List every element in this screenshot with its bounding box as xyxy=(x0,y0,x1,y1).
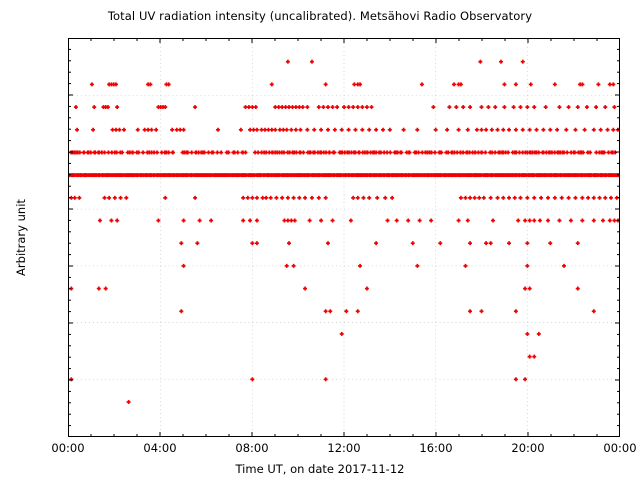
chart-title: Total UV radiation intensity (uncalibrat… xyxy=(107,9,533,23)
x-axis-tick-label: 12:00 xyxy=(327,441,361,455)
plot-area xyxy=(68,38,620,437)
x-axis-tick-label: 08:00 xyxy=(235,441,269,455)
x-axis-tick-label: 04:00 xyxy=(143,441,177,455)
x-axis-tick-label: 16:00 xyxy=(419,441,453,455)
x-axis-tick-label: 00:00 xyxy=(603,441,637,455)
x-axis-label: Time UT, on date 2017-11-12 xyxy=(235,462,405,476)
y-axis-label: Arbitrary unit xyxy=(14,199,28,276)
x-axis-tick-label: 20:00 xyxy=(511,441,545,455)
x-axis-tick-label: 00:00 xyxy=(51,441,85,455)
data-points-layer xyxy=(69,59,619,404)
